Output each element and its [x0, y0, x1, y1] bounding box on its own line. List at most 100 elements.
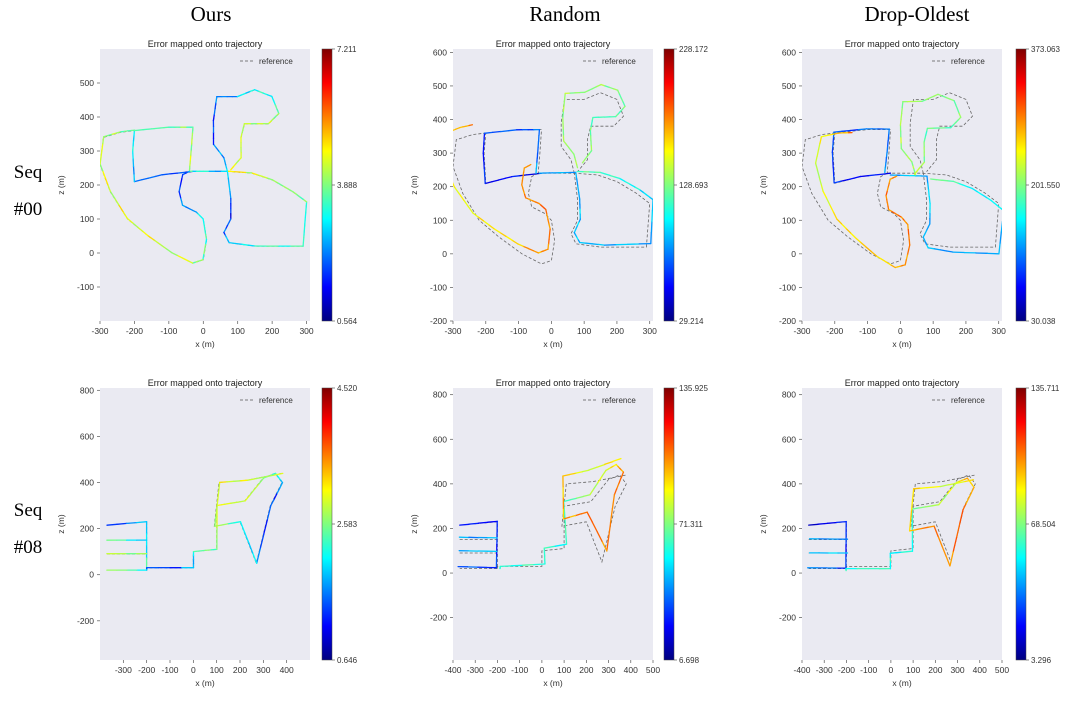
trajectory-segment — [854, 236, 862, 243]
colorbar — [663, 48, 675, 322]
trajectory-group — [100, 89, 308, 264]
trajectory-segment — [131, 222, 139, 228]
trajectory-segment — [499, 231, 507, 237]
trajectory-segment — [906, 550, 914, 553]
trajectory-segment — [836, 520, 847, 524]
trajectory-segment — [575, 171, 578, 180]
colorbar-label-mid: 201.550 — [1031, 181, 1060, 190]
trajectory-segment — [941, 179, 949, 182]
trajectory-segment — [568, 472, 577, 476]
colorbar — [321, 387, 333, 661]
trajectory-segment — [477, 521, 489, 524]
trajectory-segment — [295, 193, 301, 198]
x-tick-label: -400 — [793, 665, 810, 675]
trajectory-segment — [491, 179, 500, 183]
trajectory-segment — [562, 473, 571, 477]
trajectory-segment — [836, 218, 843, 225]
trajectory-segment — [159, 243, 167, 250]
trajectory-segment — [949, 551, 954, 567]
trajectory-segment — [634, 186, 641, 191]
trajectory-segment — [554, 544, 562, 547]
x-axis-label: x (m) — [892, 339, 912, 349]
trajectory-segment — [233, 521, 242, 524]
trajectory-segment — [215, 96, 218, 104]
trajectory-segment — [931, 504, 940, 507]
trajectory-segment — [604, 173, 611, 177]
trajectory-segment — [238, 171, 247, 174]
x-tick-label: -300 — [816, 665, 833, 675]
trajectory-segment — [574, 513, 582, 517]
x-tick-label: -100 — [511, 665, 528, 675]
x-tick-label: 0 — [889, 665, 894, 675]
trajectory-segment — [833, 180, 842, 184]
trajectory-segment — [272, 100, 276, 106]
trajectory-segment — [241, 92, 247, 96]
trajectory-segment — [956, 108, 960, 114]
trajectory-segment — [859, 241, 867, 248]
trajectory-segment — [214, 524, 222, 527]
colorbar-label-mid: 71.311 — [679, 520, 703, 529]
trajectory-segment — [192, 550, 201, 553]
trajectory-segment — [458, 193, 465, 201]
trajectory-segment — [924, 505, 933, 508]
trajectory-segment — [946, 250, 954, 253]
trajectory-segment — [453, 128, 457, 132]
legend-label: reference — [259, 57, 293, 66]
y-tick-label: 800 — [80, 385, 94, 395]
trajectory-segment — [900, 147, 905, 153]
x-tick-label: 200 — [959, 326, 973, 336]
trajectory-segment — [910, 498, 914, 511]
x-tick-label: 500 — [995, 665, 1009, 675]
trajectory-segment — [302, 198, 308, 203]
trajectory-segment — [608, 522, 612, 538]
trajectory-segment — [908, 529, 917, 532]
trajectory-segment — [181, 257, 189, 262]
y-tick-label: 200 — [782, 523, 796, 533]
trajectory-segment — [814, 155, 818, 164]
y-tick-label: 200 — [80, 524, 94, 534]
trajectory-segment — [497, 177, 506, 181]
trajectory-segment — [955, 523, 961, 539]
trajectory-segment — [604, 85, 610, 89]
colorbar-label-mid: 68.504 — [1031, 520, 1056, 529]
trajectory-segment — [817, 522, 829, 525]
trajectory-segment — [133, 129, 144, 132]
y-tick-label: 300 — [433, 148, 447, 158]
trajectory-segment — [579, 241, 587, 244]
colorbar-label-mid: 2.583 — [337, 520, 358, 529]
x-tick-label: -200 — [489, 665, 506, 675]
trajectory-segment — [274, 104, 278, 110]
trajectory-segment — [870, 250, 878, 257]
trajectory-segment — [241, 243, 250, 246]
trajectory-segment — [857, 128, 868, 131]
trajectory-segment — [522, 245, 529, 250]
trajectory-segment — [967, 492, 972, 500]
trajectory-segment — [885, 191, 888, 197]
trajectory-segment — [548, 223, 551, 230]
y-tick-label: 500 — [80, 78, 94, 88]
trajectory-segment — [271, 95, 275, 102]
trajectory-segment — [888, 128, 890, 136]
trajectory-segment — [240, 479, 249, 482]
trajectory-segment — [916, 167, 920, 172]
trajectory-segment — [971, 187, 978, 193]
trajectory-segment — [459, 523, 470, 526]
trajectory-segment — [913, 170, 918, 175]
trajectory-segment — [262, 92, 269, 96]
trajectory-segment — [888, 178, 891, 185]
trajectory-segment — [932, 485, 941, 488]
trajectory-segment — [955, 119, 959, 124]
x-axis-label: x (m) — [195, 678, 215, 688]
trajectory-segment — [560, 543, 568, 546]
trajectory-segment — [116, 522, 128, 525]
trajectory-segment — [841, 129, 851, 132]
trajectory-segment — [574, 156, 577, 162]
y-axis-label: z (m) — [56, 175, 66, 195]
trajectory-segment — [962, 184, 969, 188]
plot-title: Error mapped onto trajectory — [148, 39, 263, 49]
trajectory-segment — [249, 488, 256, 496]
panel-ours-seq08: Error mapped onto trajectory -300 -200 -100… — [56, 378, 358, 688]
trajectory-segment — [937, 93, 943, 97]
trajectory-segment — [133, 179, 142, 183]
trajectory-segment — [165, 247, 173, 254]
